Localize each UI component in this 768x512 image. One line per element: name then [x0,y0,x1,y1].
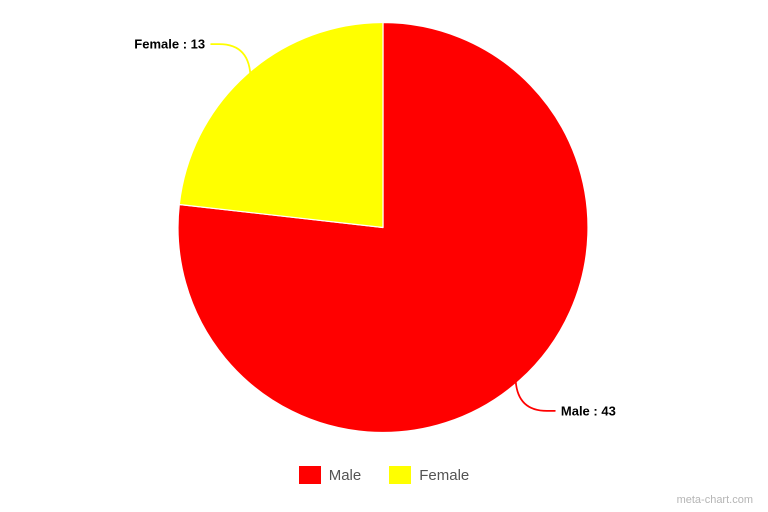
legend-label-female: Female [419,466,470,484]
watermark: meta-chart.com [676,494,753,506]
leader-line-female [210,43,252,81]
leader-line-male [514,374,556,412]
legend-swatch-female [389,466,412,484]
legend: Male Female [0,466,768,484]
slice-label-female: Female : 13 [134,36,206,52]
slice-label-male: Male : 43 [560,403,616,419]
legend-swatch-male [298,466,321,484]
legend-item-female: Female [389,466,469,484]
pie-slice-female [178,21,384,229]
legend-item-male: Male [298,466,362,484]
legend-label-male: Male [328,466,362,484]
